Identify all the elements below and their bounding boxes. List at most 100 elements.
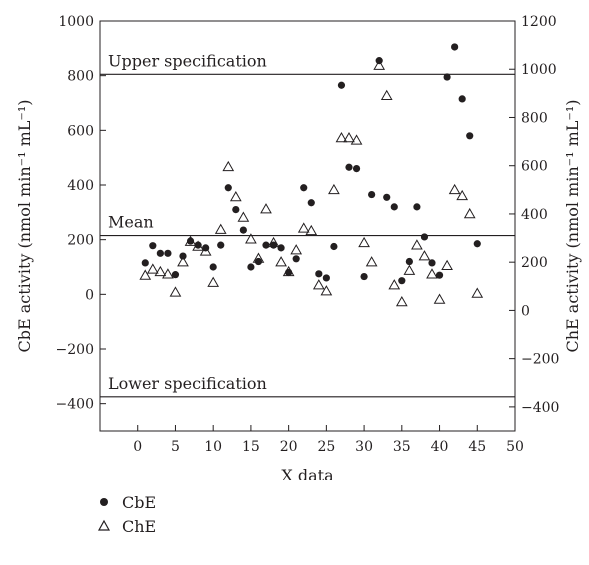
- point-che: [237, 211, 250, 222]
- filled-circle-icon: [100, 498, 108, 506]
- point-cbe: [239, 226, 247, 234]
- y-left-axis-title: CbE activity (nmol min⁻¹ mL⁻¹): [15, 100, 34, 353]
- point-che: [184, 235, 197, 246]
- point-che: [282, 265, 295, 277]
- plot-area-border: [99, 20, 516, 432]
- open-triangle-icon: [97, 519, 111, 531]
- point-che: [267, 236, 280, 248]
- point-che: [139, 269, 152, 280]
- y-left-tick-label: 0: [85, 287, 94, 303]
- point-che: [358, 236, 370, 248]
- point-cbe: [337, 81, 346, 89]
- legend: CbE ChE: [96, 490, 156, 538]
- point-che: [403, 264, 416, 275]
- point-cbe: [405, 257, 413, 266]
- point-cbe: [345, 163, 353, 171]
- point-cbe: [352, 165, 361, 173]
- point-cbe: [466, 132, 474, 140]
- point-che: [365, 256, 378, 267]
- point-cbe: [368, 190, 376, 199]
- point-cbe: [473, 240, 481, 248]
- y-left-tick-label: 400: [67, 178, 94, 194]
- y-left-tick-label: 1000: [58, 14, 94, 30]
- y-left-tick-label: 600: [67, 123, 94, 139]
- x-tick-label: 45: [468, 439, 486, 455]
- point-che: [260, 203, 272, 214]
- point-che: [146, 263, 159, 274]
- point-che: [199, 245, 212, 256]
- point-cbe: [247, 263, 255, 271]
- point-cbe: [307, 199, 315, 207]
- x-tick-label: 10: [204, 439, 222, 455]
- point-cbe: [435, 271, 444, 279]
- point-che: [192, 240, 204, 251]
- x-tick-label: 50: [506, 439, 524, 455]
- y-right-tick-label: 0: [521, 303, 530, 319]
- point-che: [456, 189, 469, 201]
- point-che: [312, 279, 325, 290]
- point-cbe: [171, 271, 180, 279]
- point-che: [350, 134, 363, 145]
- point-che: [169, 286, 182, 297]
- x-tick-label: 0: [133, 439, 142, 455]
- y-right-tick-label: −200: [521, 352, 559, 368]
- point-cbe: [458, 95, 466, 103]
- point-che: [177, 256, 189, 267]
- point-che: [448, 183, 461, 195]
- point-che: [229, 191, 242, 202]
- x-tick-label: 25: [317, 439, 335, 455]
- point-che: [305, 224, 318, 236]
- legend-label-cbe: CbE: [122, 492, 157, 512]
- point-che: [426, 268, 438, 279]
- point-cbe: [149, 242, 157, 250]
- point-cbe: [390, 203, 398, 211]
- y-left-tick-label: 200: [67, 233, 94, 249]
- point-cbe: [164, 249, 172, 257]
- point-cbe: [209, 263, 217, 271]
- y-right-tick-label: 1000: [521, 62, 557, 78]
- point-cbe: [420, 233, 429, 241]
- point-cbe: [428, 259, 436, 267]
- point-cbe: [360, 272, 368, 281]
- y-right-axis-title: ChE activity (nmol min⁻¹ mL⁻¹): [563, 99, 582, 352]
- point-che: [335, 131, 348, 143]
- point-cbe: [277, 244, 285, 252]
- point-cbe: [383, 193, 391, 201]
- reference-label-lower-specification: Lower specification: [108, 374, 267, 393]
- point-che: [162, 268, 174, 279]
- scatter-chart: Upper specification Mean Lower specificati…: [15, 14, 582, 480]
- x-tick-label: 5: [171, 439, 180, 455]
- point-che: [380, 89, 393, 101]
- point-che: [320, 285, 333, 296]
- point-cbe: [322, 274, 330, 282]
- y-right-tick-label: 200: [521, 255, 548, 271]
- point-che: [411, 239, 423, 250]
- legend-label-che: ChE: [122, 516, 157, 536]
- legend-item-cbe: CbE: [96, 490, 156, 514]
- point-che: [245, 233, 257, 244]
- point-che: [418, 250, 431, 261]
- point-che: [252, 252, 265, 263]
- y-right-tick-label: 600: [521, 159, 548, 175]
- point-cbe: [141, 259, 149, 267]
- point-che: [207, 276, 220, 287]
- y-right-tick-label: −400: [521, 400, 559, 416]
- point-cbe: [232, 206, 240, 214]
- point-cbe: [451, 43, 459, 51]
- point-cbe: [224, 184, 232, 192]
- point-che: [222, 160, 235, 172]
- x-tick-label: 35: [393, 439, 411, 455]
- point-che: [463, 207, 476, 219]
- reference-label-upper-specification: Upper specification: [108, 51, 267, 70]
- point-che: [471, 287, 484, 298]
- point-cbe: [217, 241, 225, 249]
- point-cbe: [413, 203, 421, 211]
- point-che: [214, 223, 227, 234]
- y-left-tick-label: −200: [56, 342, 94, 358]
- y-right-tick-label: 800: [521, 110, 548, 126]
- point-che: [328, 183, 340, 195]
- point-che: [373, 59, 386, 70]
- point-cbe: [285, 268, 293, 277]
- point-che: [297, 222, 310, 233]
- point-che: [154, 265, 167, 277]
